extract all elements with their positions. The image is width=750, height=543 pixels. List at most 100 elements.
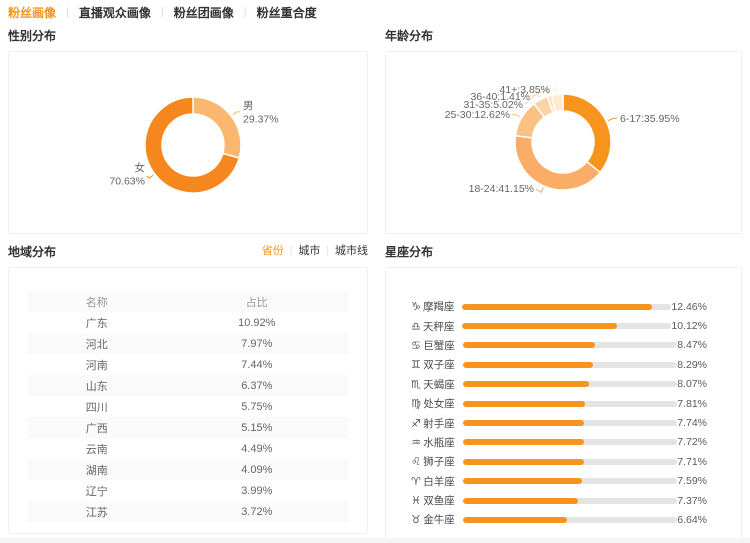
- tab-直播观众画像[interactable]: 直播观众画像: [78, 5, 151, 20]
- region-section: 地域分布 省份 | 城市 | 城市线 名称 占比 广东 10.92% 河北 7.97% 河南 7.4…: [8, 234, 368, 539]
- gender-label-女: 女: [135, 161, 146, 174]
- zodiac-bar-fill[interactable]: [463, 478, 582, 485]
- region-table-cell: 江苏: [28, 501, 166, 522]
- region-table-row: 辽宁 3.99%: [28, 480, 348, 501]
- zodiac-icon-金牛座: ♉: [411, 513, 421, 527]
- zodiac-value: 7.81%: [677, 397, 707, 410]
- age-label-line-6-17: [607, 117, 618, 122]
- region-table-cell: 广西: [28, 417, 166, 438]
- region-table-cell: 7.44%: [241, 358, 273, 371]
- gender-slice-女[interactable]: [144, 96, 241, 194]
- region-tab-城市[interactable]: 城市: [298, 245, 321, 257]
- zodiac-icon-处女座: ♍: [411, 397, 421, 411]
- region-tab-城市线[interactable]: 城市线: [335, 245, 368, 257]
- zodiac-bar-fill[interactable]: [463, 400, 586, 407]
- region-table-cell: 3.72%: [165, 501, 348, 522]
- region-table-cell: 广东: [85, 317, 108, 330]
- zodiac-row-水瓶座: ♒ 水瓶座 7.72%: [411, 433, 721, 452]
- age-label-line-36-40: [531, 88, 550, 97]
- region-table-cell: 4.09%: [165, 459, 348, 480]
- zodiac-icon-双鱼座: ♓: [411, 494, 421, 508]
- gender-label-line-男: [232, 111, 241, 116]
- zodiac-value: 7.71%: [677, 455, 707, 468]
- gender-section-title: 性别分布: [8, 29, 57, 43]
- region-table-row: 广东 10.92%: [28, 312, 348, 333]
- zodiac-row-处女座: ♍ 处女座 7.81%: [411, 394, 721, 413]
- zodiac-icon-天秤座: ♎: [411, 319, 421, 333]
- region-tab-separator: |: [289, 244, 293, 256]
- age-label-line-25-30: [511, 113, 521, 118]
- tab-粉丝重合度[interactable]: 粉丝重合度: [256, 5, 317, 20]
- zodiac-row-摩羯座: ♑ 摩羯座 12.46%: [411, 297, 721, 316]
- zodiac-name: 天秤座: [422, 320, 455, 333]
- zodiac-icon-白羊座: ♈: [411, 474, 421, 488]
- tab-粉丝团画像[interactable]: 粉丝团画像: [173, 5, 234, 20]
- region-table-cell: 4.49%: [241, 442, 273, 455]
- zodiac-bar-fill[interactable]: [462, 303, 653, 310]
- age-slice-18-24[interactable]: [514, 134, 602, 191]
- age-slice-41+[interactable]: [550, 93, 564, 113]
- next-section-edge: [0, 538, 750, 543]
- zodiac-bar-track: [463, 497, 678, 504]
- age-donut-chart: 6-17:35.95% 18-24:41.15% 25-30:12.62%31-35…: [445, 84, 680, 195]
- top-tabbar: 粉丝画像 | 直播观众画像 | 粉丝团画像 | 粉丝重合度: [0, 0, 750, 20]
- gender-label-男: 男: [243, 100, 254, 112]
- zodiac-section: 星座分布 ♑ 摩羯座 12.46% ♎ 天秤座 10.12% ♋ 巨蟹座 8.47% ♊ 双子座 8.…: [385, 234, 742, 539]
- zodiac-name: 处女座: [423, 398, 455, 411]
- zodiac-name: 双子座: [423, 359, 455, 372]
- age-section-title: 年龄分布: [385, 29, 434, 43]
- tab-粉丝画像[interactable]: 粉丝画像: [8, 5, 57, 20]
- zodiac-bar-fill[interactable]: [463, 516, 567, 523]
- zodiac-row-天秤座: ♎ 天秤座 10.12%: [411, 316, 721, 335]
- zodiac-bar-fill[interactable]: [463, 420, 585, 427]
- zodiac-row-双子座: ♊ 双子座 8.29%: [411, 355, 721, 374]
- zodiac-value: 7.59%: [677, 475, 707, 488]
- bottom-row: 地域分布 省份 | 城市 | 城市线 名称 占比 广东 10.92% 河北 7.97% 河南 7.4…: [0, 234, 750, 539]
- zodiac-bar-fill[interactable]: [463, 439, 584, 446]
- region-table-cell: 5.15%: [165, 417, 348, 438]
- zodiac-bar-fill[interactable]: [462, 323, 617, 330]
- region-table-row: 山东 6.37%: [28, 375, 348, 396]
- tab-separator: |: [243, 6, 247, 18]
- age-section: 年龄分布 6-17:35.95% 18-24:41.15% 25-30:12.62%…: [385, 18, 742, 234]
- region-table-cell: 6.37%: [165, 375, 348, 396]
- zodiac-bar-track: [463, 420, 678, 427]
- region-table-cell: 四川: [85, 401, 108, 414]
- gender-label-line-女: [146, 174, 154, 179]
- age-label-line-41+: [551, 86, 558, 93]
- zodiac-bar-fill[interactable]: [463, 361, 593, 368]
- zodiac-value: 6.64%: [677, 513, 707, 526]
- age-label-41+: 41+:3.85%: [499, 84, 550, 96]
- zodiac-icon-巨蟹座: ♋: [411, 338, 421, 352]
- zodiac-value: 8.47%: [677, 339, 707, 352]
- region-table-row: 湖南 4.09%: [28, 459, 348, 480]
- age-label-25-30: 25-30:12.62%: [445, 109, 510, 121]
- zodiac-name: 射手座: [423, 417, 455, 430]
- zodiac-bar-fill[interactable]: [463, 497, 579, 504]
- zodiac-bar-track: [462, 303, 672, 310]
- zodiac-bar-track: [463, 342, 678, 349]
- region-table-cell: 7.97%: [165, 333, 348, 354]
- top-row: 性别分布 男 29.37% 女 70.63% 年龄分布 6-17:35.95% 18-2…: [0, 18, 750, 234]
- zodiac-bar-fill[interactable]: [463, 381, 590, 388]
- zodiac-bar-fill[interactable]: [463, 342, 596, 349]
- zodiac-name: 白羊座: [423, 475, 455, 488]
- zodiac-bar-fill[interactable]: [463, 458, 584, 465]
- region-tab-省份[interactable]: 省份: [261, 245, 284, 257]
- zodiac-icon-双子座: ♊: [411, 358, 421, 372]
- gender-slice-男[interactable]: [192, 96, 242, 159]
- zodiac-row-狮子座: ♌ 狮子座 7.71%: [411, 452, 721, 471]
- region-table-card: 名称 占比 广东 10.92% 河北 7.97% 河南 7.44% 山东 6.37% 四川 5.75…: [8, 267, 368, 534]
- gender-section: 性别分布 男 29.37% 女 70.63%: [8, 18, 368, 234]
- gender-donut-chart: 男 29.37% 女 70.63%: [109, 96, 279, 194]
- zodiac-value: 12.46%: [671, 300, 707, 313]
- region-table-row: 河南 7.44%: [28, 354, 348, 375]
- age-label-31-35: 31-35:5.02%: [463, 99, 523, 111]
- region-table: 名称 占比 广东 10.92% 河北 7.97% 河南 7.44% 山东 6.37% 四川 5.75…: [28, 291, 348, 522]
- region-table-cell: 10.92%: [238, 316, 276, 329]
- age-slice-6-17[interactable]: [562, 93, 612, 174]
- zodiac-name: 水瓶座: [423, 436, 455, 449]
- zodiac-value: 7.74%: [677, 417, 707, 430]
- gender-label-男: 29.37%: [243, 114, 279, 126]
- zodiac-value: 8.07%: [677, 378, 707, 391]
